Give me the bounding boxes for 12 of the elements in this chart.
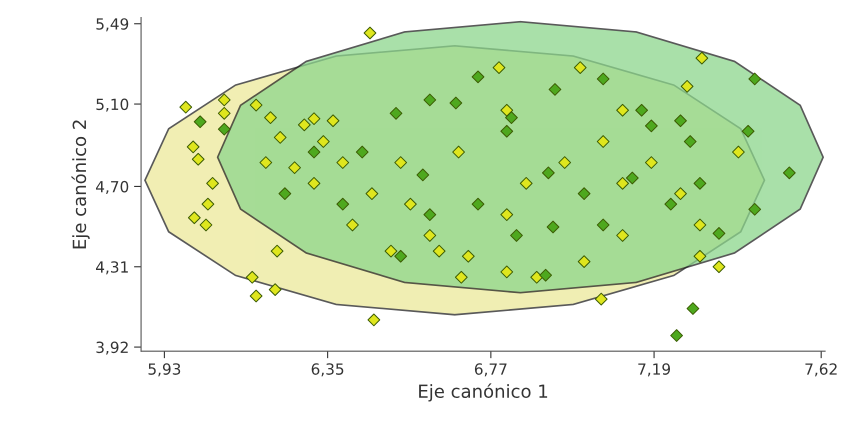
- x-tick-label: 7,62: [805, 363, 837, 376]
- x-tick-label: 6,77: [474, 363, 507, 376]
- x-axis-title: Eje canónico 1: [419, 383, 548, 402]
- y-tick-label: 4,70: [96, 180, 128, 194]
- y-tick-label: 4,31: [96, 261, 128, 274]
- y-tick-label: 3,92: [96, 342, 128, 355]
- x-tick-label: 6,35: [312, 363, 344, 376]
- x-tick-label: 7,19: [638, 363, 670, 376]
- y-tick-label: 5,10: [96, 98, 128, 112]
- y-tick-label: 5,49: [96, 18, 128, 32]
- x-tick-label: 5,93: [148, 363, 180, 376]
- y-axis-title: Eje canónico 2: [72, 120, 90, 248]
